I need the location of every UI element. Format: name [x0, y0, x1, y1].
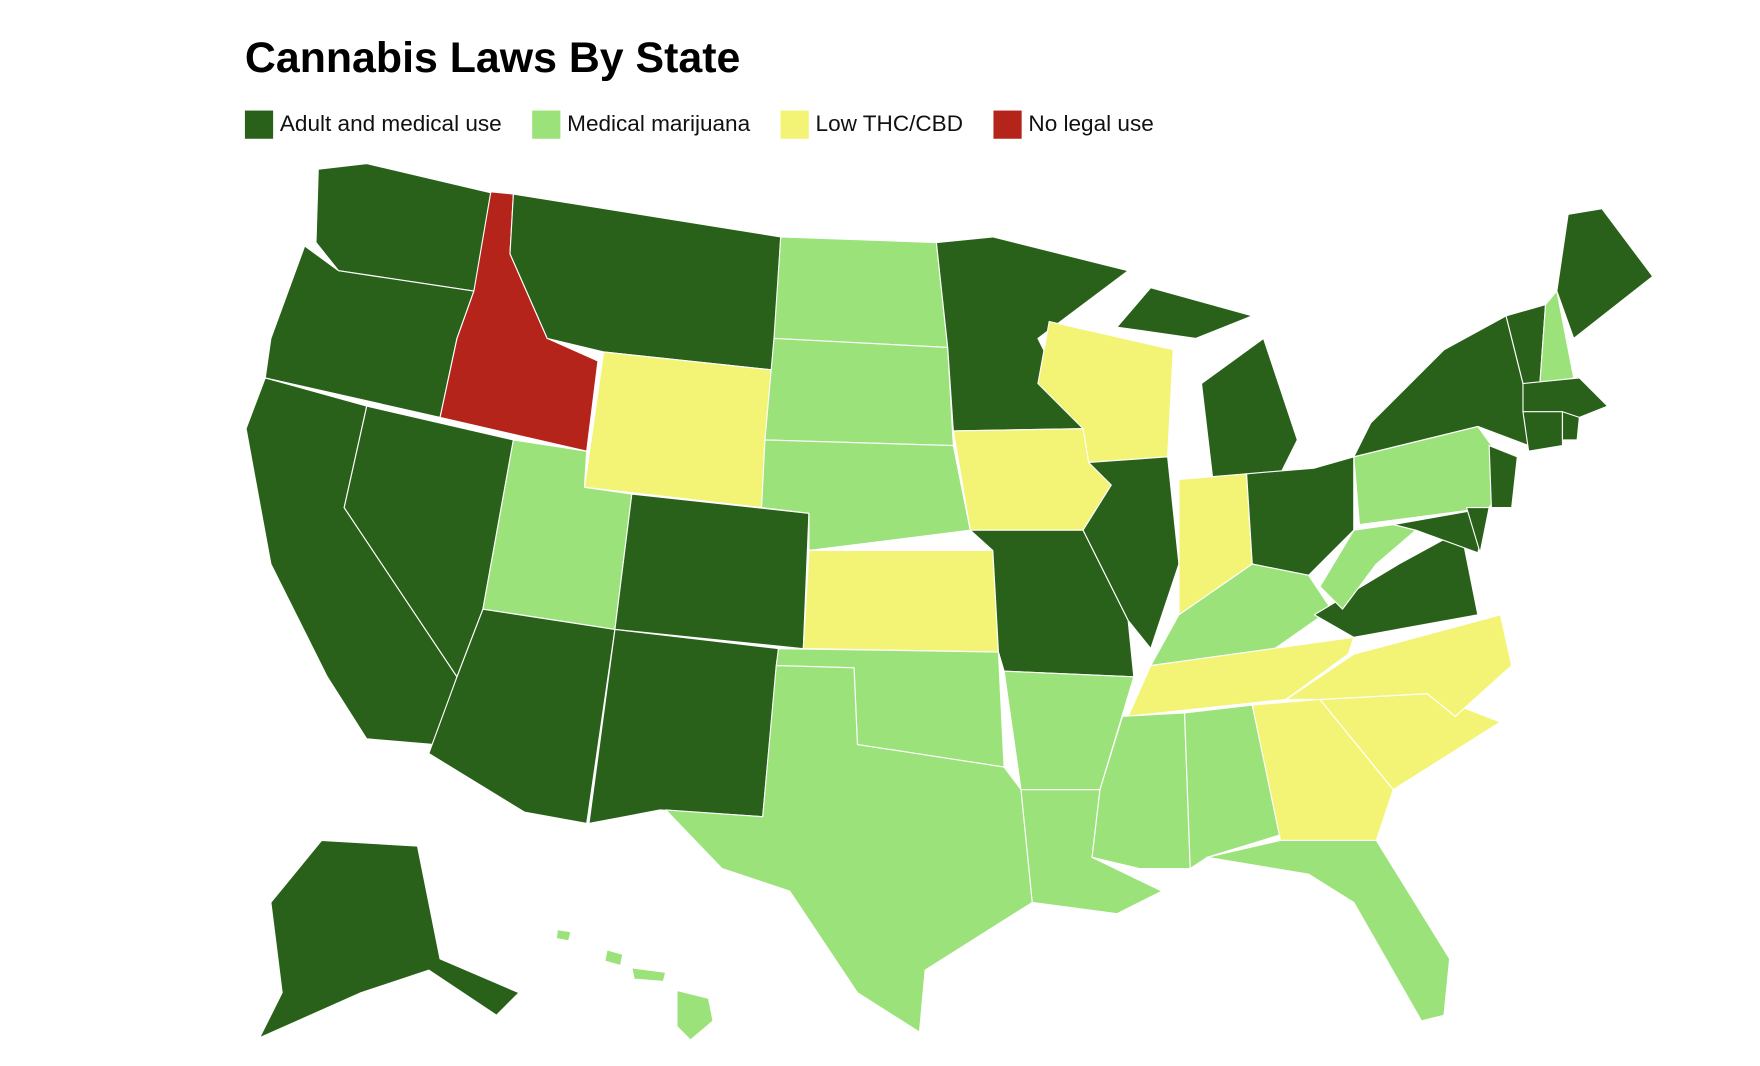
state	[614, 493, 810, 650]
state	[802, 549, 1000, 653]
state	[1561, 411, 1580, 441]
state	[1200, 337, 1298, 480]
legend-label: Low THC/CBD	[816, 111, 963, 136]
state	[1251, 698, 1394, 841]
state	[1127, 636, 1355, 717]
legend-swatch	[244, 110, 274, 139]
legend-label: Medical marijuana	[567, 111, 750, 136]
legend: Adult and medical use Medical marijuana Lo…	[244, 110, 1154, 139]
state	[1206, 839, 1451, 1022]
legend-swatch	[532, 110, 561, 139]
state	[1522, 411, 1564, 452]
state	[583, 351, 774, 509]
state	[1488, 445, 1518, 509]
state	[259, 839, 520, 1039]
state	[1313, 529, 1479, 638]
state	[764, 337, 954, 447]
state	[1353, 315, 1530, 458]
map-title: Cannabis Laws By State	[245, 34, 740, 82]
state	[631, 967, 667, 982]
state	[1522, 377, 1609, 418]
state	[555, 928, 572, 942]
legend-swatch	[780, 110, 809, 139]
state	[1285, 614, 1513, 717]
state	[1556, 208, 1654, 339]
state	[773, 236, 949, 349]
state	[665, 664, 1033, 1033]
legend-label: No legal use	[1028, 111, 1153, 136]
state	[588, 628, 780, 825]
state-map	[245, 163, 1654, 1041]
state	[676, 989, 714, 1041]
state	[1116, 287, 1253, 339]
legend-swatch	[993, 110, 1022, 139]
state	[604, 949, 624, 967]
legend-label: Adult and medical use	[280, 111, 502, 136]
state	[1392, 507, 1490, 554]
state	[1184, 704, 1282, 870]
state	[1082, 456, 1180, 650]
state	[1466, 507, 1490, 554]
